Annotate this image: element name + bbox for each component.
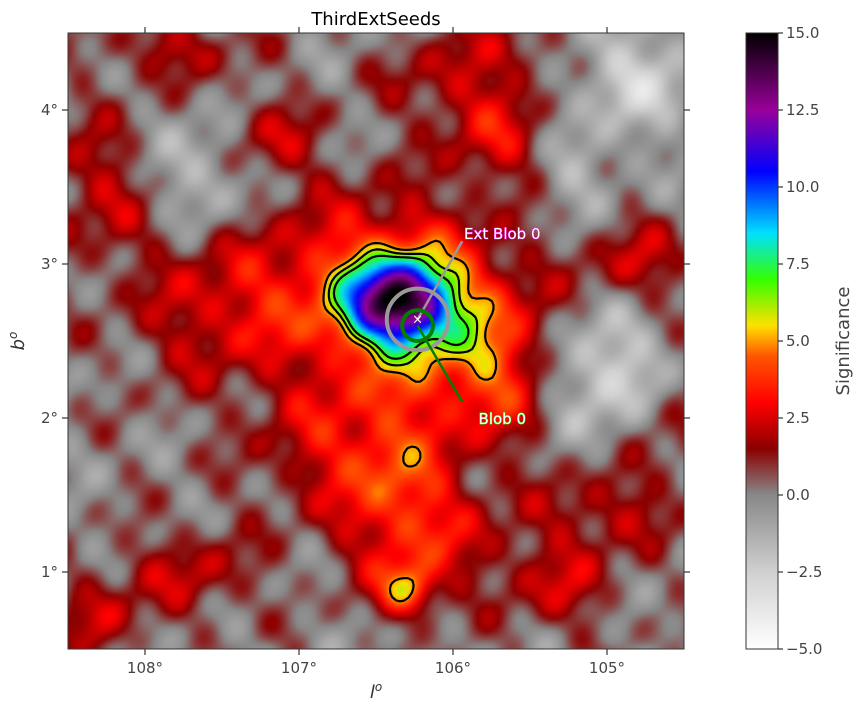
heatmap-plot-area: Ext Blob 0 Blob 0 × (67, 32, 685, 650)
x-axis-title: lo (370, 680, 382, 703)
significance-heatmap (68, 33, 684, 649)
blob-label-0: Ext Blob 0 (464, 225, 540, 243)
colorbar-tick-label-3: 7.5 (786, 255, 810, 273)
plot-frame (67, 32, 685, 650)
x-axis-title-main: l (370, 682, 375, 703)
blob-circle-0 (384, 286, 451, 353)
colorbar-tick-label-2: 10.0 (786, 178, 819, 196)
contour-level-2 (332, 254, 470, 360)
contour-level-0 (322, 239, 498, 603)
x-axis-title-sup: o (375, 680, 382, 694)
x-tick-label-3: 105° (589, 659, 625, 677)
blob-circle-1 (400, 308, 435, 344)
x-tick-label-2: 106° (435, 659, 471, 677)
y-tick-label-0: 4° (41, 101, 58, 119)
y-axis-title: bo (6, 332, 29, 351)
x-tick-label-1: 107° (281, 659, 317, 677)
colorbar-tick-label-5: 2.5 (786, 409, 810, 427)
blob-leader-1 (416, 324, 464, 403)
colorbar-tick-label-8: −5.0 (786, 640, 822, 658)
colorbar-tick-label-0: 15.0 (786, 24, 819, 42)
contour-level-1 (327, 248, 479, 367)
x-tick-label-0: 108° (127, 659, 163, 677)
colorbar-tick-label-7: −2.5 (786, 563, 822, 581)
colorbar-tick-label-6: 0.0 (786, 486, 810, 504)
blob-leader-0 (416, 240, 464, 321)
chart-title: ThirdExtSeeds (310, 9, 440, 30)
colorbar-tick-label-4: 5.0 (786, 332, 810, 350)
y-tick-label-1: 3° (41, 255, 58, 273)
blob-markers: Ext Blob 0 Blob 0 × (384, 225, 541, 428)
colorbar-tick-label-1: 12.5 (786, 101, 819, 119)
colorbar-title: Significance (833, 287, 854, 396)
blob-label-1: Blob 0 (479, 410, 526, 428)
y-axis-title-main: b (8, 339, 29, 350)
y-axis: 4° 3° 2° 1° (41, 101, 690, 581)
x-axis: 108° 107° 106° 105° (127, 27, 625, 677)
y-axis-title-sup: o (6, 332, 20, 339)
significance-contours (322, 239, 498, 603)
y-tick-label-2: 2° (41, 409, 58, 427)
center-marker: × (412, 312, 423, 327)
colorbar-gradient (745, 32, 779, 650)
colorbar: 15.0 12.5 10.0 7.5 5.0 2.5 0.0 −2.5 −5.0 Signifi… (745, 24, 854, 658)
y-tick-label-3: 1° (41, 563, 58, 581)
colorbar-ticks: 15.0 12.5 10.0 7.5 5.0 2.5 0.0 −2.5 −5.0 (778, 24, 822, 658)
